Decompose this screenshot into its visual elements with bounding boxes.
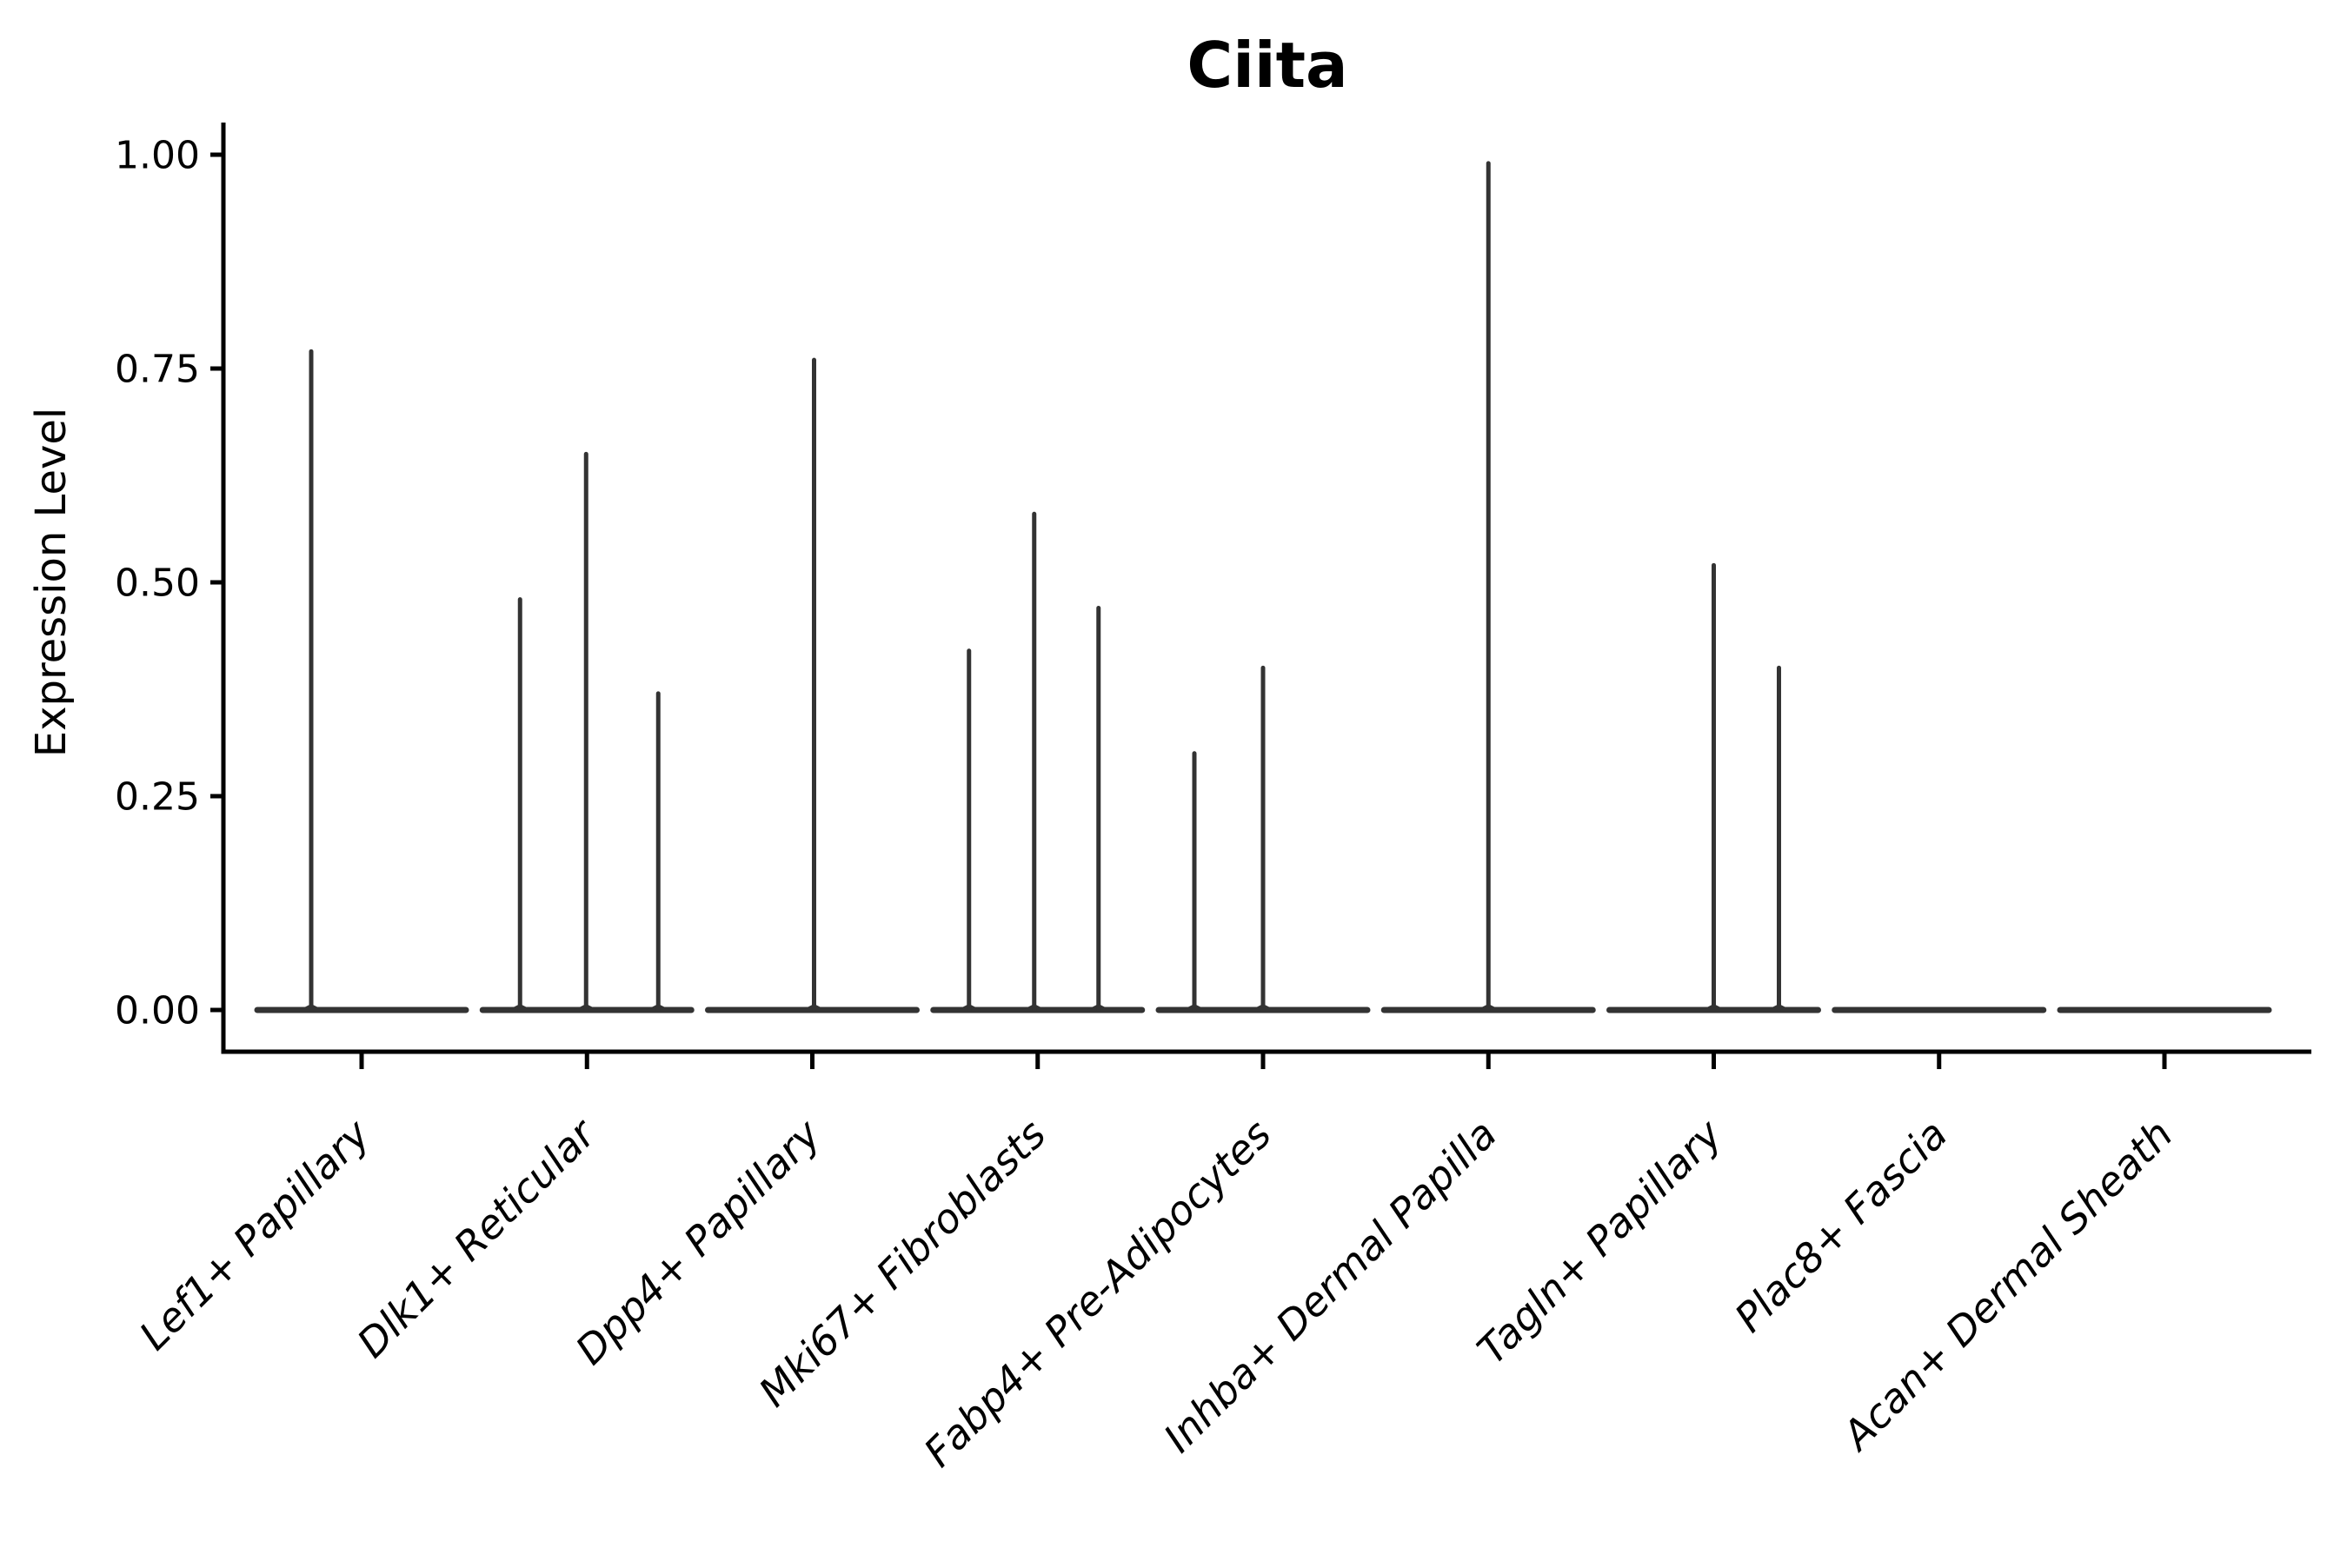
- violin-tagln-papillary: [1606, 562, 1821, 1013]
- x-tick-label: Tagln+ Papillary: [1468, 1110, 1732, 1373]
- y-tick-label: 1.00: [115, 133, 200, 177]
- violin-dlk1-reticular: [479, 451, 695, 1013]
- y-tick-label: 0.75: [115, 347, 200, 391]
- violin-mki67-fibroblasts: [930, 511, 1146, 1013]
- y-tick-label: 0.50: [115, 561, 200, 605]
- y-axis-label: Expression Level: [27, 408, 76, 758]
- x-tick-label: Dpp4+ Papillary: [567, 1110, 830, 1373]
- violin-fabp4-pre-adipocytes: [1155, 665, 1371, 1013]
- y-tick-label: 0.25: [115, 774, 200, 819]
- violins: [254, 161, 2272, 1013]
- y-tick-label: 0.00: [115, 988, 200, 1033]
- x-tick-label: Dlk1+ Reticular: [348, 1108, 606, 1366]
- x-tick-label: Plac8+ Fascia: [1725, 1111, 1956, 1341]
- violin-inhba-dermal-papilla: [1380, 161, 1596, 1013]
- violin-dpp4-papillary: [705, 357, 920, 1013]
- violin-lef1-papillary: [254, 349, 469, 1013]
- x-tick-label: Lef1+ Papillary: [130, 1110, 379, 1359]
- chart-title: Ciita: [1187, 29, 1347, 102]
- y-axis-ticks: 0.00 0.25 0.50 0.75 1.00: [115, 133, 223, 1033]
